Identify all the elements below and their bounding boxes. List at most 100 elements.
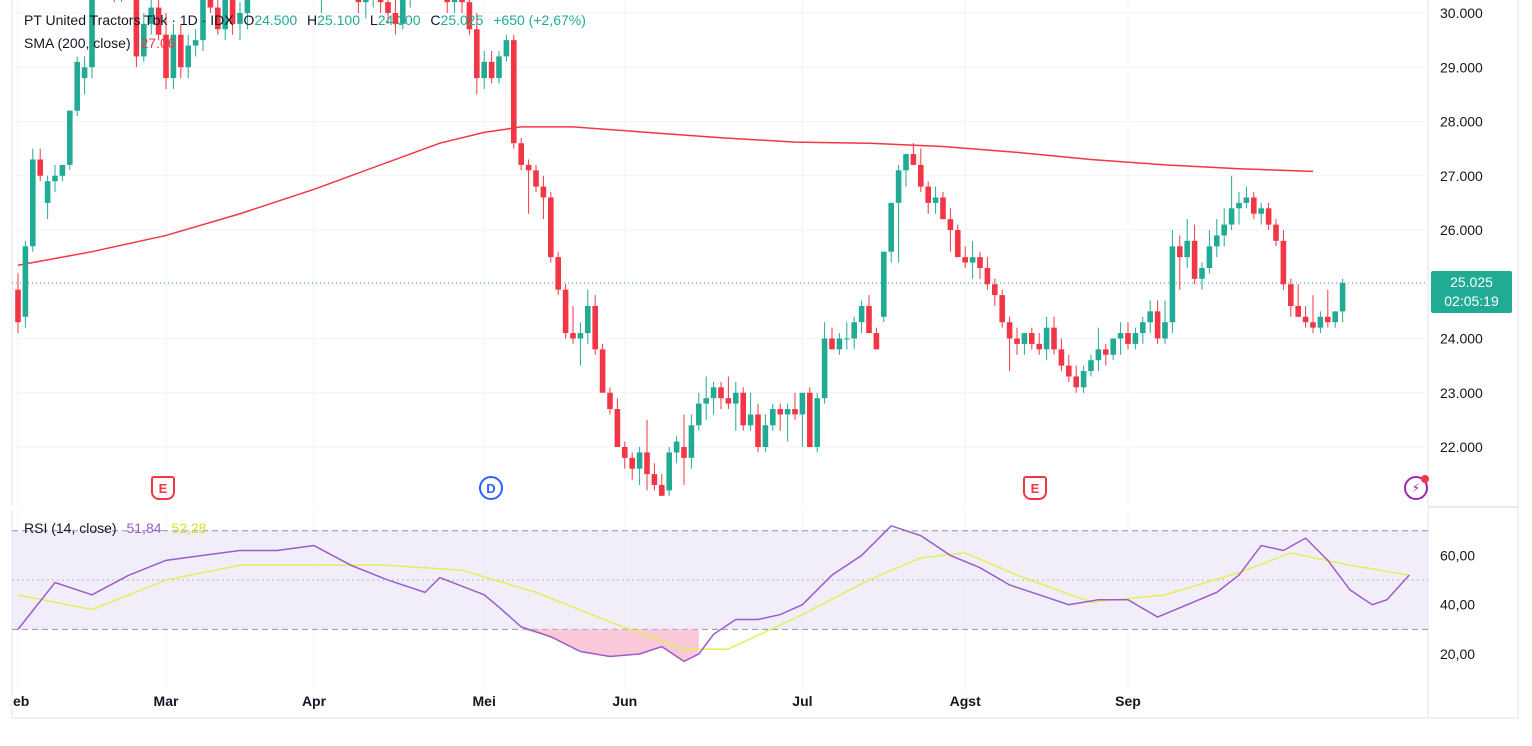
candle-body [1043, 327, 1050, 350]
axis-labels: 22.00023.00024.00025.00026.00027.00028.0… [13, 5, 1483, 709]
candle-body [881, 251, 887, 317]
candle-body [895, 170, 902, 203]
candle-body [52, 175, 58, 182]
candle-body [1191, 240, 1198, 279]
candle-body [1228, 208, 1235, 225]
candle-body [592, 305, 598, 350]
time-tick-label: Sep [1115, 693, 1141, 709]
rsi-tick-label: 20,00 [1440, 646, 1475, 662]
candle-body [688, 425, 695, 458]
price-tick-label: 29.000 [1440, 59, 1483, 75]
rsi-ma-legend-value: 52,28 [171, 520, 207, 536]
sma-legend[interactable]: SMA (200, close) 27.06 [24, 35, 182, 51]
candle-body [1206, 246, 1213, 268]
candle-body [1273, 224, 1279, 241]
candle-body [244, 0, 251, 13]
candle-body [1051, 327, 1057, 350]
rsi-legend[interactable]: RSI (14, close) 51,84 52,28 [24, 520, 212, 536]
earnings-icon[interactable]: E [151, 476, 175, 500]
candle-body [474, 29, 480, 79]
candle-body [148, 7, 154, 24]
rsi-legend-label: RSI (14, close) [24, 520, 117, 536]
sma-legend-value: 27.06 [140, 35, 176, 51]
candle-body [185, 45, 191, 68]
grid-lines [11, 0, 1519, 719]
candle-body [696, 403, 702, 426]
candle-body [363, 0, 369, 3]
candle-body [67, 110, 73, 165]
candle-body [451, 0, 458, 3]
candle-body [1080, 371, 1087, 388]
candle-body [59, 164, 66, 176]
price-tick-label: 22.000 [1440, 439, 1483, 455]
candle-body [888, 202, 894, 252]
candle-body [74, 61, 80, 111]
low-value: 24.300 [377, 12, 421, 28]
candle-body [1177, 246, 1183, 258]
candle-body [1154, 311, 1161, 339]
candle-body [718, 387, 724, 399]
candle-body [1243, 197, 1250, 203]
candle-body [481, 61, 487, 79]
candle-body [910, 154, 917, 165]
candle-body [533, 170, 539, 187]
candle-body [992, 284, 998, 296]
open-value: 24.500 [254, 12, 298, 28]
candle-body [1325, 316, 1331, 323]
candle-body [1221, 224, 1227, 236]
candle-body [1162, 322, 1168, 339]
candle-body [192, 40, 199, 46]
rsi-bands [12, 530, 1428, 630]
candle-body [814, 398, 820, 447]
candle-body [955, 230, 961, 258]
candle-body [1088, 360, 1094, 372]
candle-body [37, 159, 43, 176]
candle-body [1058, 349, 1065, 366]
candle-body [636, 452, 643, 469]
candle-body [784, 409, 791, 415]
price-tick-label: 23.000 [1440, 385, 1483, 401]
candle-body [141, 23, 147, 57]
candle-body [355, 0, 362, 3]
low-label: L [369, 12, 378, 28]
candle-body [770, 409, 776, 426]
close-label: C [430, 12, 441, 28]
candle-body [548, 197, 554, 258]
pane-gap [0, 506, 1428, 511]
price-tick-label: 24.000 [1440, 331, 1483, 347]
lightning-icon[interactable]: ⚡ [1404, 476, 1428, 500]
candle-body [762, 425, 769, 447]
candle-body [599, 349, 606, 393]
candle-body [1265, 208, 1272, 225]
candle-body [1021, 333, 1028, 344]
candle-body [503, 40, 510, 57]
candle-body [932, 197, 939, 203]
candle-body [710, 387, 717, 399]
candle-body [1014, 338, 1020, 344]
candle-body [207, 0, 214, 8]
candle-body [444, 0, 450, 3]
candle-body [858, 305, 865, 323]
earnings-icon[interactable]: E [1023, 476, 1047, 500]
candle-body [1117, 333, 1124, 339]
candle-body [1280, 240, 1287, 285]
candle-body [918, 164, 924, 187]
candle-body [155, 7, 162, 35]
dividend-icon[interactable]: D [479, 476, 503, 500]
candle-body [1006, 322, 1013, 339]
candle-body [1214, 235, 1220, 247]
candle-body [22, 246, 29, 317]
candle-body [1295, 305, 1301, 317]
candle-body [1125, 333, 1131, 344]
candle-body [525, 164, 532, 171]
candle-body [681, 447, 687, 458]
rsi-oversold-fill [484, 629, 699, 662]
high-label: H [307, 12, 318, 28]
candle-body [792, 409, 798, 415]
candle-body [673, 441, 680, 453]
candle-body [585, 305, 591, 334]
candle-body [1302, 316, 1309, 323]
candle-body [570, 333, 576, 339]
